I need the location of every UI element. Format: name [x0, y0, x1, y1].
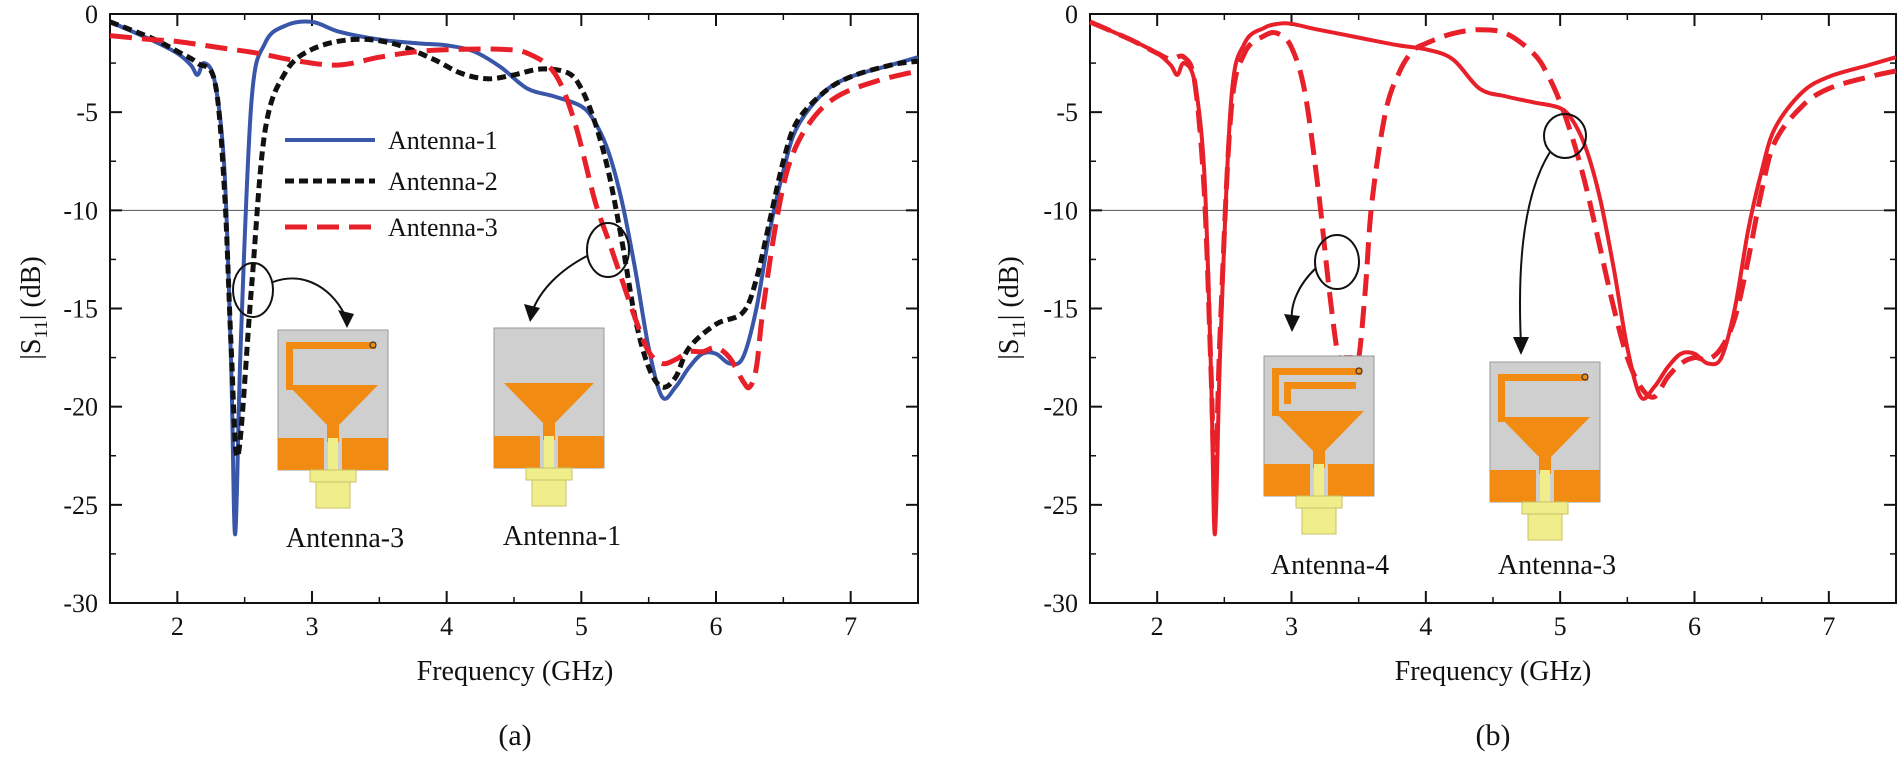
via: [1355, 367, 1363, 375]
connector-body: [315, 481, 351, 509]
y-tick-label: -20: [1043, 393, 1078, 422]
series-line-antenna-2: [109, 19, 919, 460]
y-tick-label: -30: [63, 589, 98, 618]
panel-a-x-axis-label: Frequency (GHz): [417, 656, 614, 687]
x-tick-label: 5: [1554, 612, 1567, 641]
legend-label-antenna-2: Antenna-2: [388, 167, 498, 196]
callout-arrowhead: [1513, 337, 1529, 355]
connector-flange: [525, 467, 573, 481]
panel-a-legend: Antenna-1 Antenna-2 Antenna-3: [285, 126, 498, 242]
ground-right: [1554, 470, 1600, 502]
y-tick-label: -10: [63, 196, 98, 225]
ground-right: [342, 438, 388, 470]
callout-ellipse-4-9ghz: [1543, 113, 1587, 159]
x-tick-label: 4: [1419, 612, 1432, 641]
inset-label-antenna-4: Antenna-4: [1271, 550, 1389, 581]
y-tick-label: 0: [85, 0, 98, 29]
connector-body: [1301, 507, 1337, 535]
y-tick-label: -15: [63, 295, 98, 324]
connector-body: [531, 479, 567, 507]
callout-arrow-to-antenna-3: [1518, 151, 1551, 346]
x-tick-label: 3: [306, 612, 319, 641]
x-tick-label: 2: [1151, 612, 1164, 641]
legend-label-antenna-1: Antenna-1: [388, 126, 498, 155]
connector-flange: [1295, 495, 1343, 509]
via: [1581, 373, 1589, 381]
panel-a-label: (a): [498, 719, 531, 752]
ground-left: [494, 436, 540, 468]
callout-arrow-to-antenna-4: [1290, 267, 1317, 323]
y-tick-label: -5: [1056, 98, 1078, 127]
y-tick-label: -5: [76, 98, 98, 127]
connector-flange: [1521, 501, 1569, 515]
x-tick-label: 3: [1285, 612, 1298, 641]
funnel-patch: [1500, 417, 1590, 474]
y-tick-label: -25: [63, 491, 98, 520]
funnel-patch: [504, 383, 594, 440]
y-tick-label: -20: [63, 393, 98, 422]
antenna-4-inset: [1263, 355, 1375, 535]
via: [369, 341, 377, 349]
feed-line: [328, 438, 338, 470]
ground-right: [1328, 464, 1374, 496]
panel-b-chart: 2 3 4 5 6 7 0 -5 -10 -15 -20 -25 -30 Antenna-4 Anten…: [994, 0, 1897, 752]
series-line-antenna-4: [1089, 19, 1897, 488]
x-tick-label: 6: [710, 612, 723, 641]
feed-line: [1314, 464, 1324, 496]
callout-ellipse-2-4ghz: [232, 262, 274, 318]
legend-label-antenna-3: Antenna-3: [388, 213, 498, 242]
funnel-patch: [288, 385, 378, 442]
panel-b-label: (b): [1476, 719, 1511, 752]
x-tick-label: 7: [844, 612, 857, 641]
x-tick-label: 7: [1822, 612, 1835, 641]
callout-arrowhead: [1284, 314, 1300, 332]
series-line-antenna-1: [109, 19, 919, 537]
callout-ellipse-5-2ghz: [586, 222, 630, 278]
x-tick-label: 4: [440, 612, 453, 641]
callout-arrowhead: [524, 304, 540, 322]
y-tick-label: -15: [1043, 295, 1078, 324]
connector-body: [1527, 513, 1563, 541]
feed-line: [1540, 470, 1550, 502]
connector-flange: [309, 469, 357, 483]
x-tick-label: 5: [575, 612, 588, 641]
ground-left: [1264, 464, 1310, 496]
series-line-antenna-3: [109, 33, 919, 391]
inset-label-antenna-3: Antenna-3: [1498, 550, 1616, 581]
y-tick-label: -25: [1043, 491, 1078, 520]
y-tick-label: -10: [1043, 196, 1078, 225]
l-shaped-stub: [286, 342, 376, 390]
ground-left: [278, 438, 324, 470]
antenna-3-inset: [277, 329, 389, 509]
ground-left: [1490, 470, 1536, 502]
x-tick-label: 6: [1688, 612, 1701, 641]
l-shaped-stub: [1272, 368, 1362, 416]
inset-label-antenna-3: Antenna-3: [286, 523, 404, 554]
feed-line: [544, 436, 554, 468]
second-stub: [1284, 382, 1356, 404]
y-tick-label: 0: [1065, 0, 1078, 29]
funnel-patch: [1274, 411, 1364, 468]
callout-arrow-to-antenna-1: [531, 255, 588, 313]
x-tick-label: 2: [171, 612, 184, 641]
panel-a-y-axis-label: |S11| (dB): [16, 256, 52, 359]
panel-b-y-axis-label: |S11| (dB): [994, 256, 1030, 359]
panel-a-chart: 2 3 4 5 6 7 0 -5 -10 -15 -20 -25 -30 Antenna-1 Anten…: [16, 0, 919, 752]
antenna-1-inset: [493, 327, 605, 507]
antenna-3-inset: [1489, 361, 1601, 541]
l-shaped-stub: [1498, 374, 1588, 422]
callout-ellipse-3-4ghz: [1314, 234, 1360, 290]
callout-arrowhead: [338, 310, 354, 328]
inset-label-antenna-1: Antenna-1: [503, 521, 621, 552]
y-tick-label: -30: [1043, 589, 1078, 618]
callout-arrow-to-antenna-3: [272, 277, 348, 321]
panel-b-x-axis-label: Frequency (GHz): [1395, 656, 1592, 687]
ground-right: [558, 436, 604, 468]
